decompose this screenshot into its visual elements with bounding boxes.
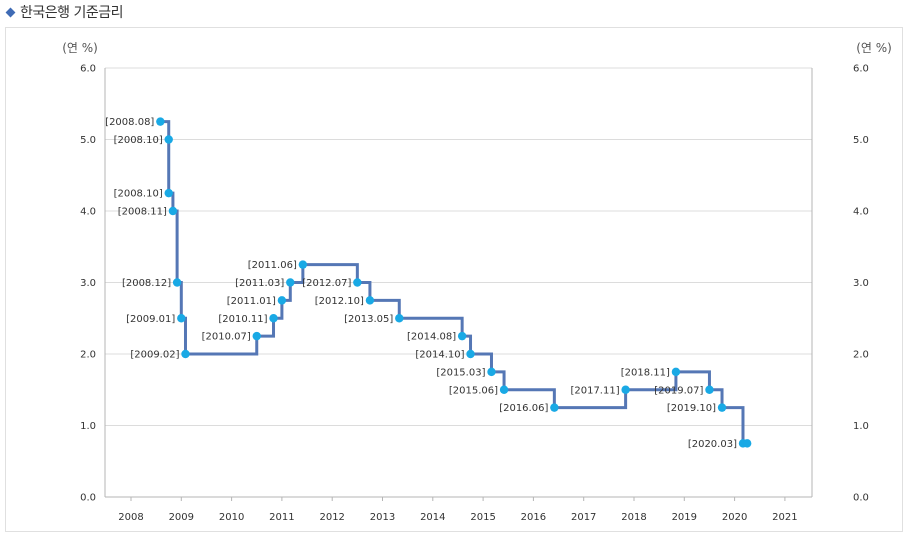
- chart-header: 한국은행 기준금리: [0, 0, 124, 24]
- data-label: [2014.10]: [415, 350, 464, 361]
- y-tick-label: 6.0: [853, 64, 869, 75]
- y-tick-label: 4.0: [853, 207, 869, 218]
- y-tick-label: 5.0: [80, 135, 96, 146]
- data-label: [2019.10]: [667, 403, 716, 414]
- chart-title: 한국은행 기준금리: [20, 5, 124, 21]
- data-label: [2010.11]: [218, 314, 267, 325]
- data-point: [365, 296, 375, 305]
- rate-points: [156, 117, 752, 448]
- y-tick-label: 0.0: [853, 493, 869, 504]
- data-label: [2008.11]: [118, 207, 167, 218]
- x-tick-label: 2013: [370, 512, 395, 523]
- data-label: [2008.08]: [105, 117, 154, 128]
- y-tick-label: 2.0: [80, 350, 96, 361]
- data-point: [671, 367, 681, 377]
- data-label: [2015.03]: [436, 367, 485, 378]
- data-point: [168, 206, 178, 216]
- data-label: [2008.10]: [114, 189, 163, 200]
- x-tick-label: 2009: [169, 512, 194, 523]
- data-label: [2014.08]: [407, 332, 456, 343]
- data-label: [2017.11]: [570, 385, 619, 396]
- data-point: [621, 385, 630, 394]
- data-point: [286, 278, 295, 287]
- data-point: [181, 349, 190, 359]
- y-tick-label: 3.0: [853, 278, 869, 289]
- data-point: [742, 439, 752, 448]
- data-label: [2011.03]: [235, 278, 284, 289]
- data-label: [2011.01]: [227, 296, 276, 307]
- y-tick-label: 1.0: [853, 421, 869, 432]
- data-point: [717, 403, 727, 412]
- y-tick-label: 0.0: [80, 493, 96, 504]
- x-tick-label: 2010: [219, 512, 244, 523]
- data-point: [395, 314, 404, 323]
- x-tick-label: 2020: [722, 512, 747, 523]
- y-tick-label: 6.0: [80, 64, 96, 75]
- x-tick-label: 2015: [470, 512, 495, 523]
- data-point: [298, 260, 308, 269]
- data-label: [2019.07]: [654, 385, 703, 396]
- y-tick-label: 3.0: [80, 278, 96, 289]
- data-label: [2008.10]: [114, 135, 163, 146]
- y-tick-label: 4.0: [80, 207, 96, 218]
- x-tick-label: 2011: [269, 512, 294, 523]
- data-point: [277, 296, 287, 305]
- data-label: [2020.03]: [688, 439, 737, 450]
- x-tick-label: 2019: [672, 512, 697, 523]
- data-label: [2008.12]: [122, 278, 171, 289]
- data-label: [2018.11]: [621, 367, 670, 378]
- data-label: [2016.06]: [499, 403, 548, 414]
- data-point: [269, 314, 278, 323]
- grid-lines: [104, 67, 813, 498]
- x-tick-label: 2008: [118, 512, 143, 523]
- data-point: [164, 135, 173, 144]
- x-tick-label: 2017: [571, 512, 596, 523]
- data-label: [2011.06]: [248, 260, 297, 271]
- x-tick-label: 2021: [772, 512, 797, 523]
- data-label: [2009.02]: [130, 350, 179, 361]
- y-ticks-right: 0.0 1.0 2.0 3.0 4.0 5.0 6.0: [853, 64, 869, 504]
- data-label: [2012.10]: [315, 296, 364, 307]
- y-tick-label: 1.0: [80, 421, 96, 432]
- data-point: [164, 188, 173, 198]
- data-point: [177, 314, 186, 323]
- data-point: [457, 331, 467, 341]
- data-point: [705, 385, 714, 394]
- data-point: [172, 278, 182, 287]
- data-point: [466, 349, 475, 359]
- y-tick-label: 5.0: [853, 135, 869, 146]
- data-label: [2012.07]: [302, 278, 351, 289]
- y-tick-label: 2.0: [853, 350, 869, 361]
- x-tick-label: 2014: [420, 512, 445, 523]
- data-point: [252, 331, 261, 341]
- x-tick-label: 2016: [521, 512, 546, 523]
- data-label: [2013.05]: [344, 314, 393, 325]
- data-label: [2015.06]: [449, 385, 498, 396]
- y-axis-left-label: (연 %): [62, 41, 98, 55]
- data-point: [156, 117, 165, 126]
- point-labels: [2008.08] [2008.10] [2008.10] [2008.11] [200…: [105, 117, 737, 450]
- chart-panel: [5, 27, 903, 532]
- data-point: [499, 385, 509, 394]
- x-tick-label: 2018: [621, 512, 646, 523]
- x-tick-label: 2012: [319, 512, 344, 523]
- data-label: [2010.07]: [202, 332, 251, 343]
- x-ticks: 2008 2009 2010 2011 2012 2013 2014 2015 2016 2017…: [118, 497, 798, 523]
- data-point: [487, 367, 496, 377]
- y-axis-right-label: (연 %): [856, 41, 892, 55]
- data-label: [2009.01]: [126, 314, 175, 325]
- y-ticks-left: 0.0 1.0 2.0 3.0 4.0 5.0 6.0: [80, 64, 96, 504]
- data-point: [550, 403, 559, 412]
- data-point: [353, 278, 362, 287]
